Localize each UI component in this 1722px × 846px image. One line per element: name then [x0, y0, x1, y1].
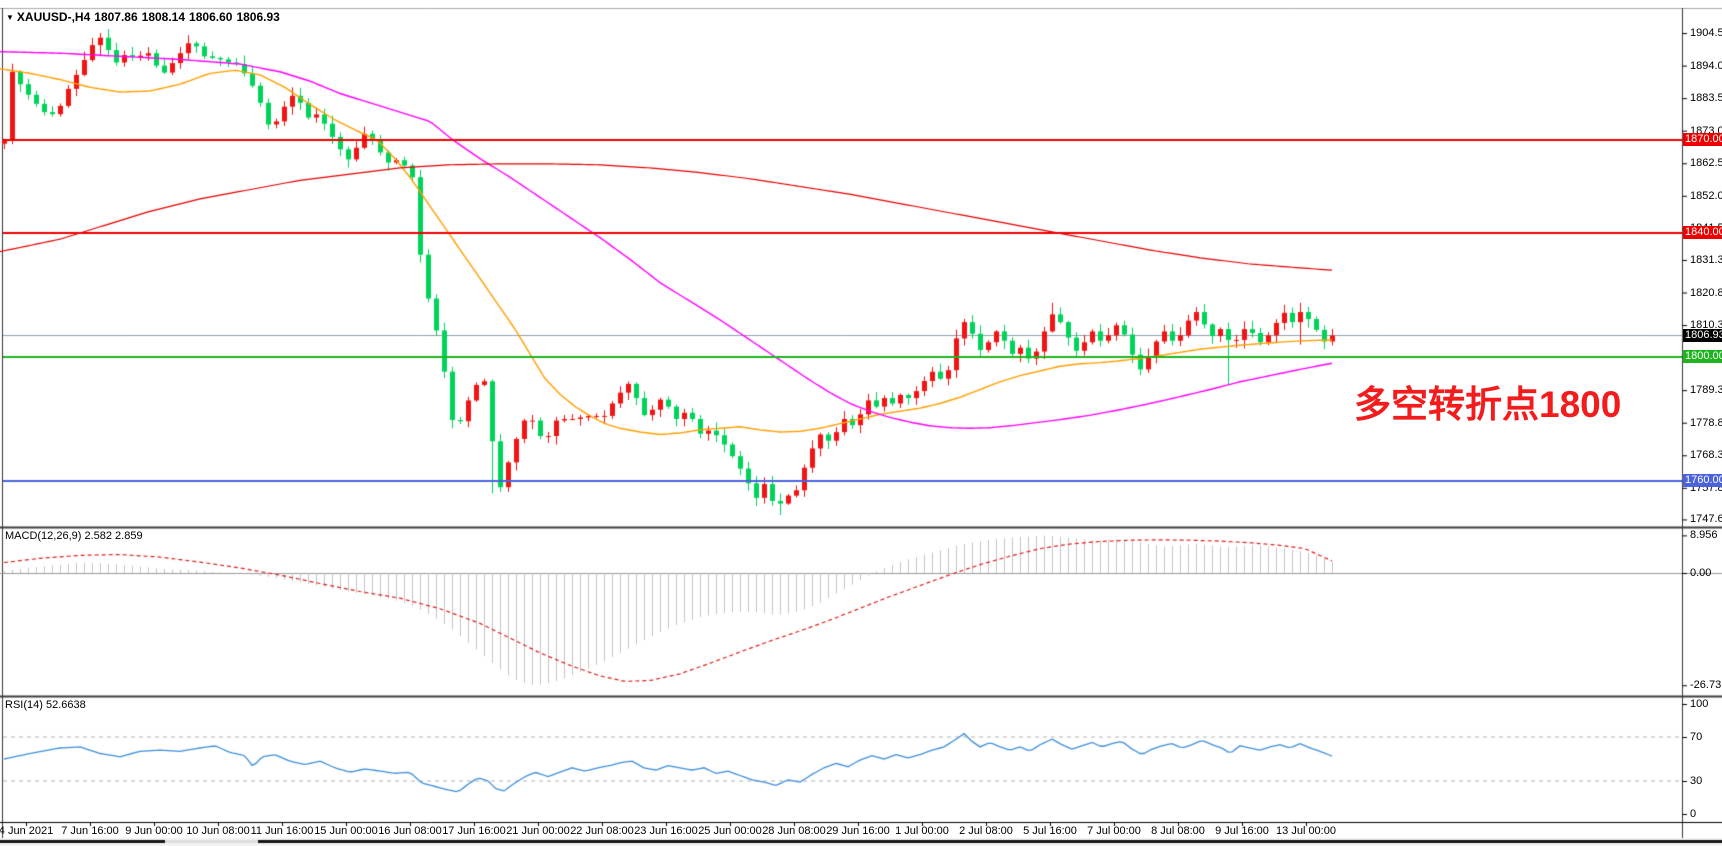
trading-chart-window: ▼ XAUUSD-,H4 1807.86 1808.14 1806.60 1806.93 … [0, 0, 1722, 846]
chart-canvas[interactable] [0, 0, 1722, 846]
